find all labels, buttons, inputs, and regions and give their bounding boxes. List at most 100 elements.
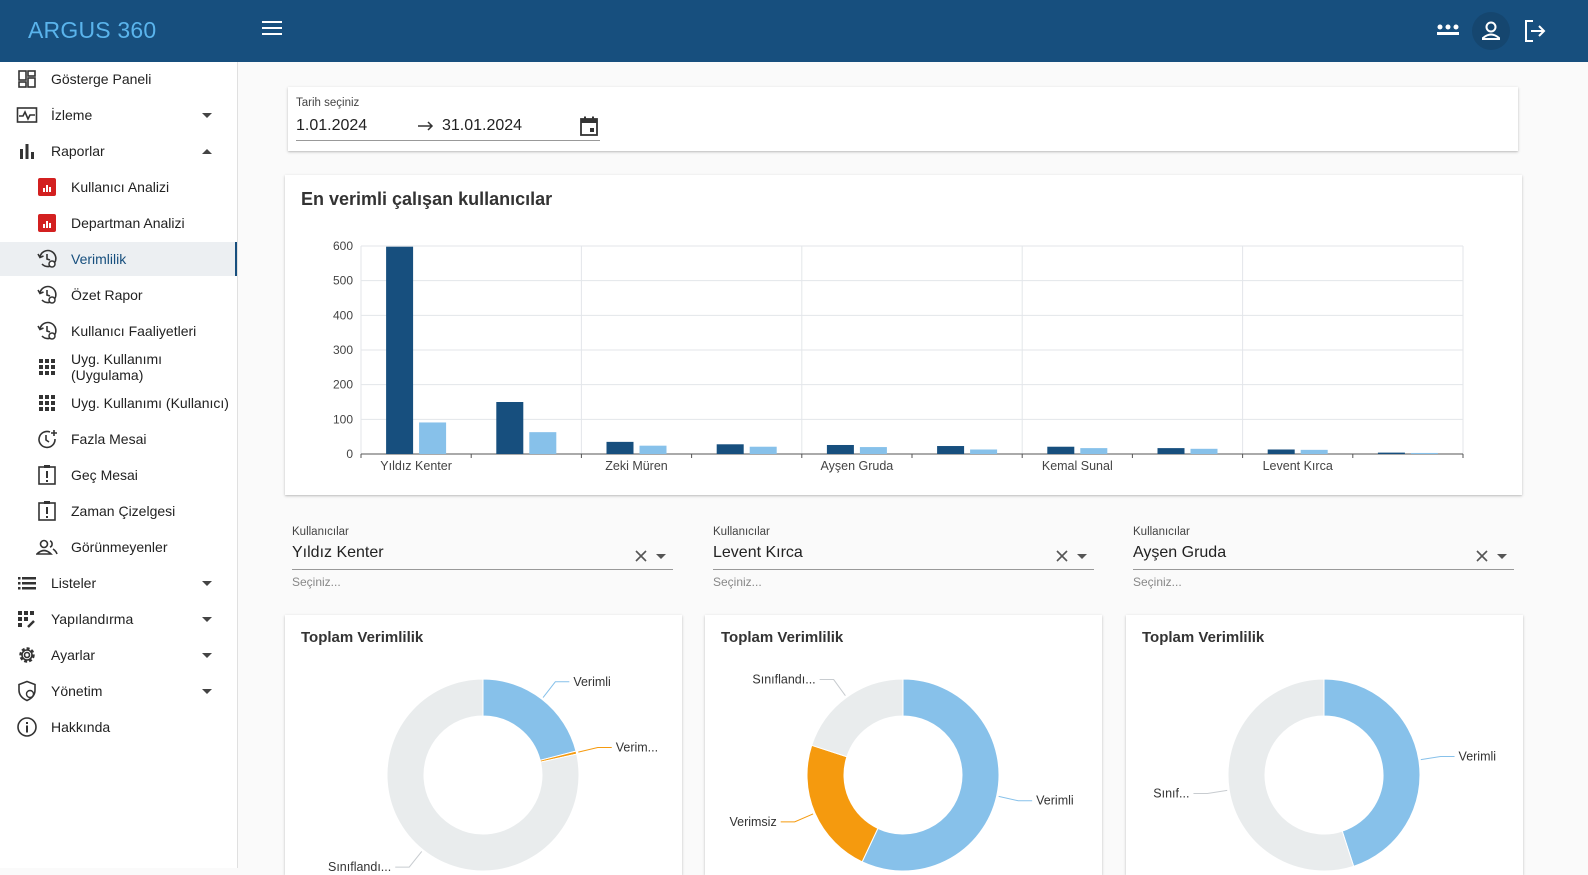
select-hint: Seçiniz... [1133, 575, 1182, 589]
donut-label: Verimsiz [729, 815, 776, 829]
donut-card-1: Toplam Verimlilik Verimli Verim... Sınıfla… [285, 615, 682, 875]
clear-icon[interactable] [634, 549, 648, 563]
sidebar-item-fazla-mesai[interactable]: Fazla Mesai [0, 422, 237, 456]
date-range-input[interactable]: 1.01.2024 31.01.2024 [296, 115, 600, 141]
report-icon [36, 176, 58, 198]
y-tick-label: 500 [333, 274, 353, 288]
y-tick-label: 0 [346, 447, 353, 461]
sidebar-item-uyg-kullanimi-uygulama[interactable]: Uyg. Kullanımı (Uygulama) [0, 350, 237, 384]
clear-icon[interactable] [1055, 549, 1069, 563]
sidebar-item-label: Geç Mesai [71, 467, 138, 483]
chevron-down-icon[interactable] [1497, 554, 1507, 559]
bar [937, 446, 965, 454]
bar [826, 444, 854, 454]
select-value[interactable]: Yıldız Kenter [292, 544, 384, 561]
sidebar-item-departman-analizi[interactable]: Departman Analizi [0, 206, 237, 240]
donut-label: Sınıflandı... [328, 860, 391, 874]
sidebar-item-label: Zaman Çizelgesi [71, 503, 176, 519]
bar [639, 445, 667, 454]
sidebar-item-raporlar[interactable]: Raporlar [0, 134, 237, 168]
sidebar-item-kullanici-faaliyetleri[interactable]: Kullanıcı Faaliyetleri [0, 314, 237, 348]
chevron-down-icon[interactable] [656, 554, 666, 559]
sidebar-item-gosterge-paneli[interactable]: Gösterge Paneli [0, 62, 237, 96]
y-tick-label: 300 [333, 343, 353, 357]
sidebar-item-ayarlar[interactable]: Ayarlar [0, 638, 237, 672]
y-tick-label: 400 [333, 308, 353, 322]
donut-leader-line [1420, 756, 1455, 761]
donut-label: Verimli [1459, 750, 1497, 764]
sidebar-item-gec-mesai[interactable]: Geç Mesai [0, 458, 237, 492]
user-select-2[interactable]: Kullanıcılar Levent Kırca Seçiniz... [713, 524, 1095, 592]
bar [859, 447, 887, 454]
select-value[interactable]: Levent Kırca [713, 544, 803, 561]
x-tick-label: Levent Kırca [1263, 459, 1333, 473]
chart-title: En verimli çalışan kullanıcılar [301, 189, 553, 209]
sidebar-item-hakkinda[interactable]: Hakkında [0, 710, 237, 744]
sidebar-item-label: Departman Analizi [71, 215, 185, 231]
clock-plus-icon [36, 428, 58, 450]
select-underline [1133, 569, 1514, 570]
y-tick-label: 100 [333, 412, 353, 426]
sidebar-item-label: Yapılandırma [51, 611, 134, 627]
sidebar-item-yapilandirma[interactable]: Yapılandırma [0, 602, 237, 636]
bar [419, 422, 447, 454]
sidebar-item-label: Görünmeyenler [71, 539, 168, 555]
donut-leader-line [998, 795, 1033, 802]
bar [1300, 449, 1328, 454]
sidebar-item-label: Uyg. Kullanımı (Kullanıcı) [71, 395, 229, 411]
user-select-3[interactable]: Kullanıcılar Ayşen Gruda Seçiniz... [1133, 524, 1515, 592]
sidebar-item-label: Yönetim [51, 683, 103, 699]
donut-leader-line [780, 813, 814, 823]
top-app-bar: ARGUS 360 [0, 0, 1588, 62]
app-brand[interactable]: ARGUS 360 [28, 17, 157, 43]
sidebar-item-izleme[interactable]: İzleme [0, 98, 237, 132]
select-label: Kullanıcılar [1133, 526, 1190, 538]
bar [1190, 448, 1218, 454]
logout-icon[interactable] [1523, 14, 1547, 48]
donut-chart: Verimli Verimsiz Sınıflandı... [729, 673, 1074, 872]
shield-user-icon [16, 680, 38, 702]
user-select-1[interactable]: Kullanıcılar Yıldız Kenter Seçiniz... [292, 524, 674, 592]
donut-slice [482, 678, 577, 761]
bar [1267, 449, 1295, 454]
more-options-icon[interactable] [1435, 14, 1461, 48]
date-start-value[interactable]: 1.01.2024 [296, 117, 368, 134]
sidebar-item-kullanici-analizi[interactable]: Kullanıcı Analizi [0, 170, 237, 204]
donut-slice [1227, 678, 1355, 872]
clear-icon[interactable] [1475, 549, 1489, 563]
select-underline [713, 569, 1094, 570]
sidebar-item-label: Gösterge Paneli [51, 71, 152, 87]
people-icon [36, 536, 58, 558]
sidebar-item-ozet-rapor[interactable]: Özet Rapor [0, 278, 237, 312]
history-settings-icon [36, 248, 58, 270]
bar-chart-icon [16, 140, 38, 162]
sidebar-item-uyg-kullanimi-kullanici[interactable]: Uyg. Kullanımı (Kullanıcı) [0, 386, 237, 420]
y-tick-label: 200 [333, 378, 353, 392]
sidebar-item-gorunmeyenler[interactable]: Görünmeyenler [0, 530, 237, 564]
sidebar-item-verimlilik[interactable]: Verimlilik [0, 242, 237, 276]
donut-chart: Verimli Verim... Sınıflandı... [328, 675, 658, 874]
chevron-down-icon[interactable] [1077, 554, 1087, 559]
sidebar-item-label: Raporlar [51, 143, 105, 159]
sidebar-item-yonetim[interactable]: Yönetim [0, 674, 237, 708]
account-button[interactable] [1472, 12, 1510, 50]
sidebar-item-zaman-cizelgesi[interactable]: Zaman Çizelgesi [0, 494, 237, 528]
sidebar-item-label: Fazla Mesai [71, 431, 147, 447]
bar [386, 246, 414, 454]
donut-leader-line [578, 746, 612, 753]
x-tick-label: Ayşen Gruda [821, 459, 894, 473]
menu-toggle-icon[interactable] [262, 21, 282, 37]
x-tick-label: Yıldız Kenter [380, 459, 452, 473]
sidebar-item-label: Kullanıcı Faaliyetleri [71, 323, 197, 339]
gear-icon [16, 644, 38, 666]
calendar-icon[interactable] [578, 115, 600, 137]
sidebar-item-label: Kullanıcı Analizi [71, 179, 170, 195]
sidebar-item-listeler[interactable]: Listeler [0, 566, 237, 600]
bar [1080, 448, 1108, 454]
bar [970, 449, 998, 454]
sidebar-item-label: Hakkında [51, 719, 111, 735]
bar [1410, 452, 1438, 454]
bar [529, 432, 557, 454]
date-end-value[interactable]: 31.01.2024 [442, 117, 523, 134]
select-value[interactable]: Ayşen Gruda [1133, 544, 1227, 561]
